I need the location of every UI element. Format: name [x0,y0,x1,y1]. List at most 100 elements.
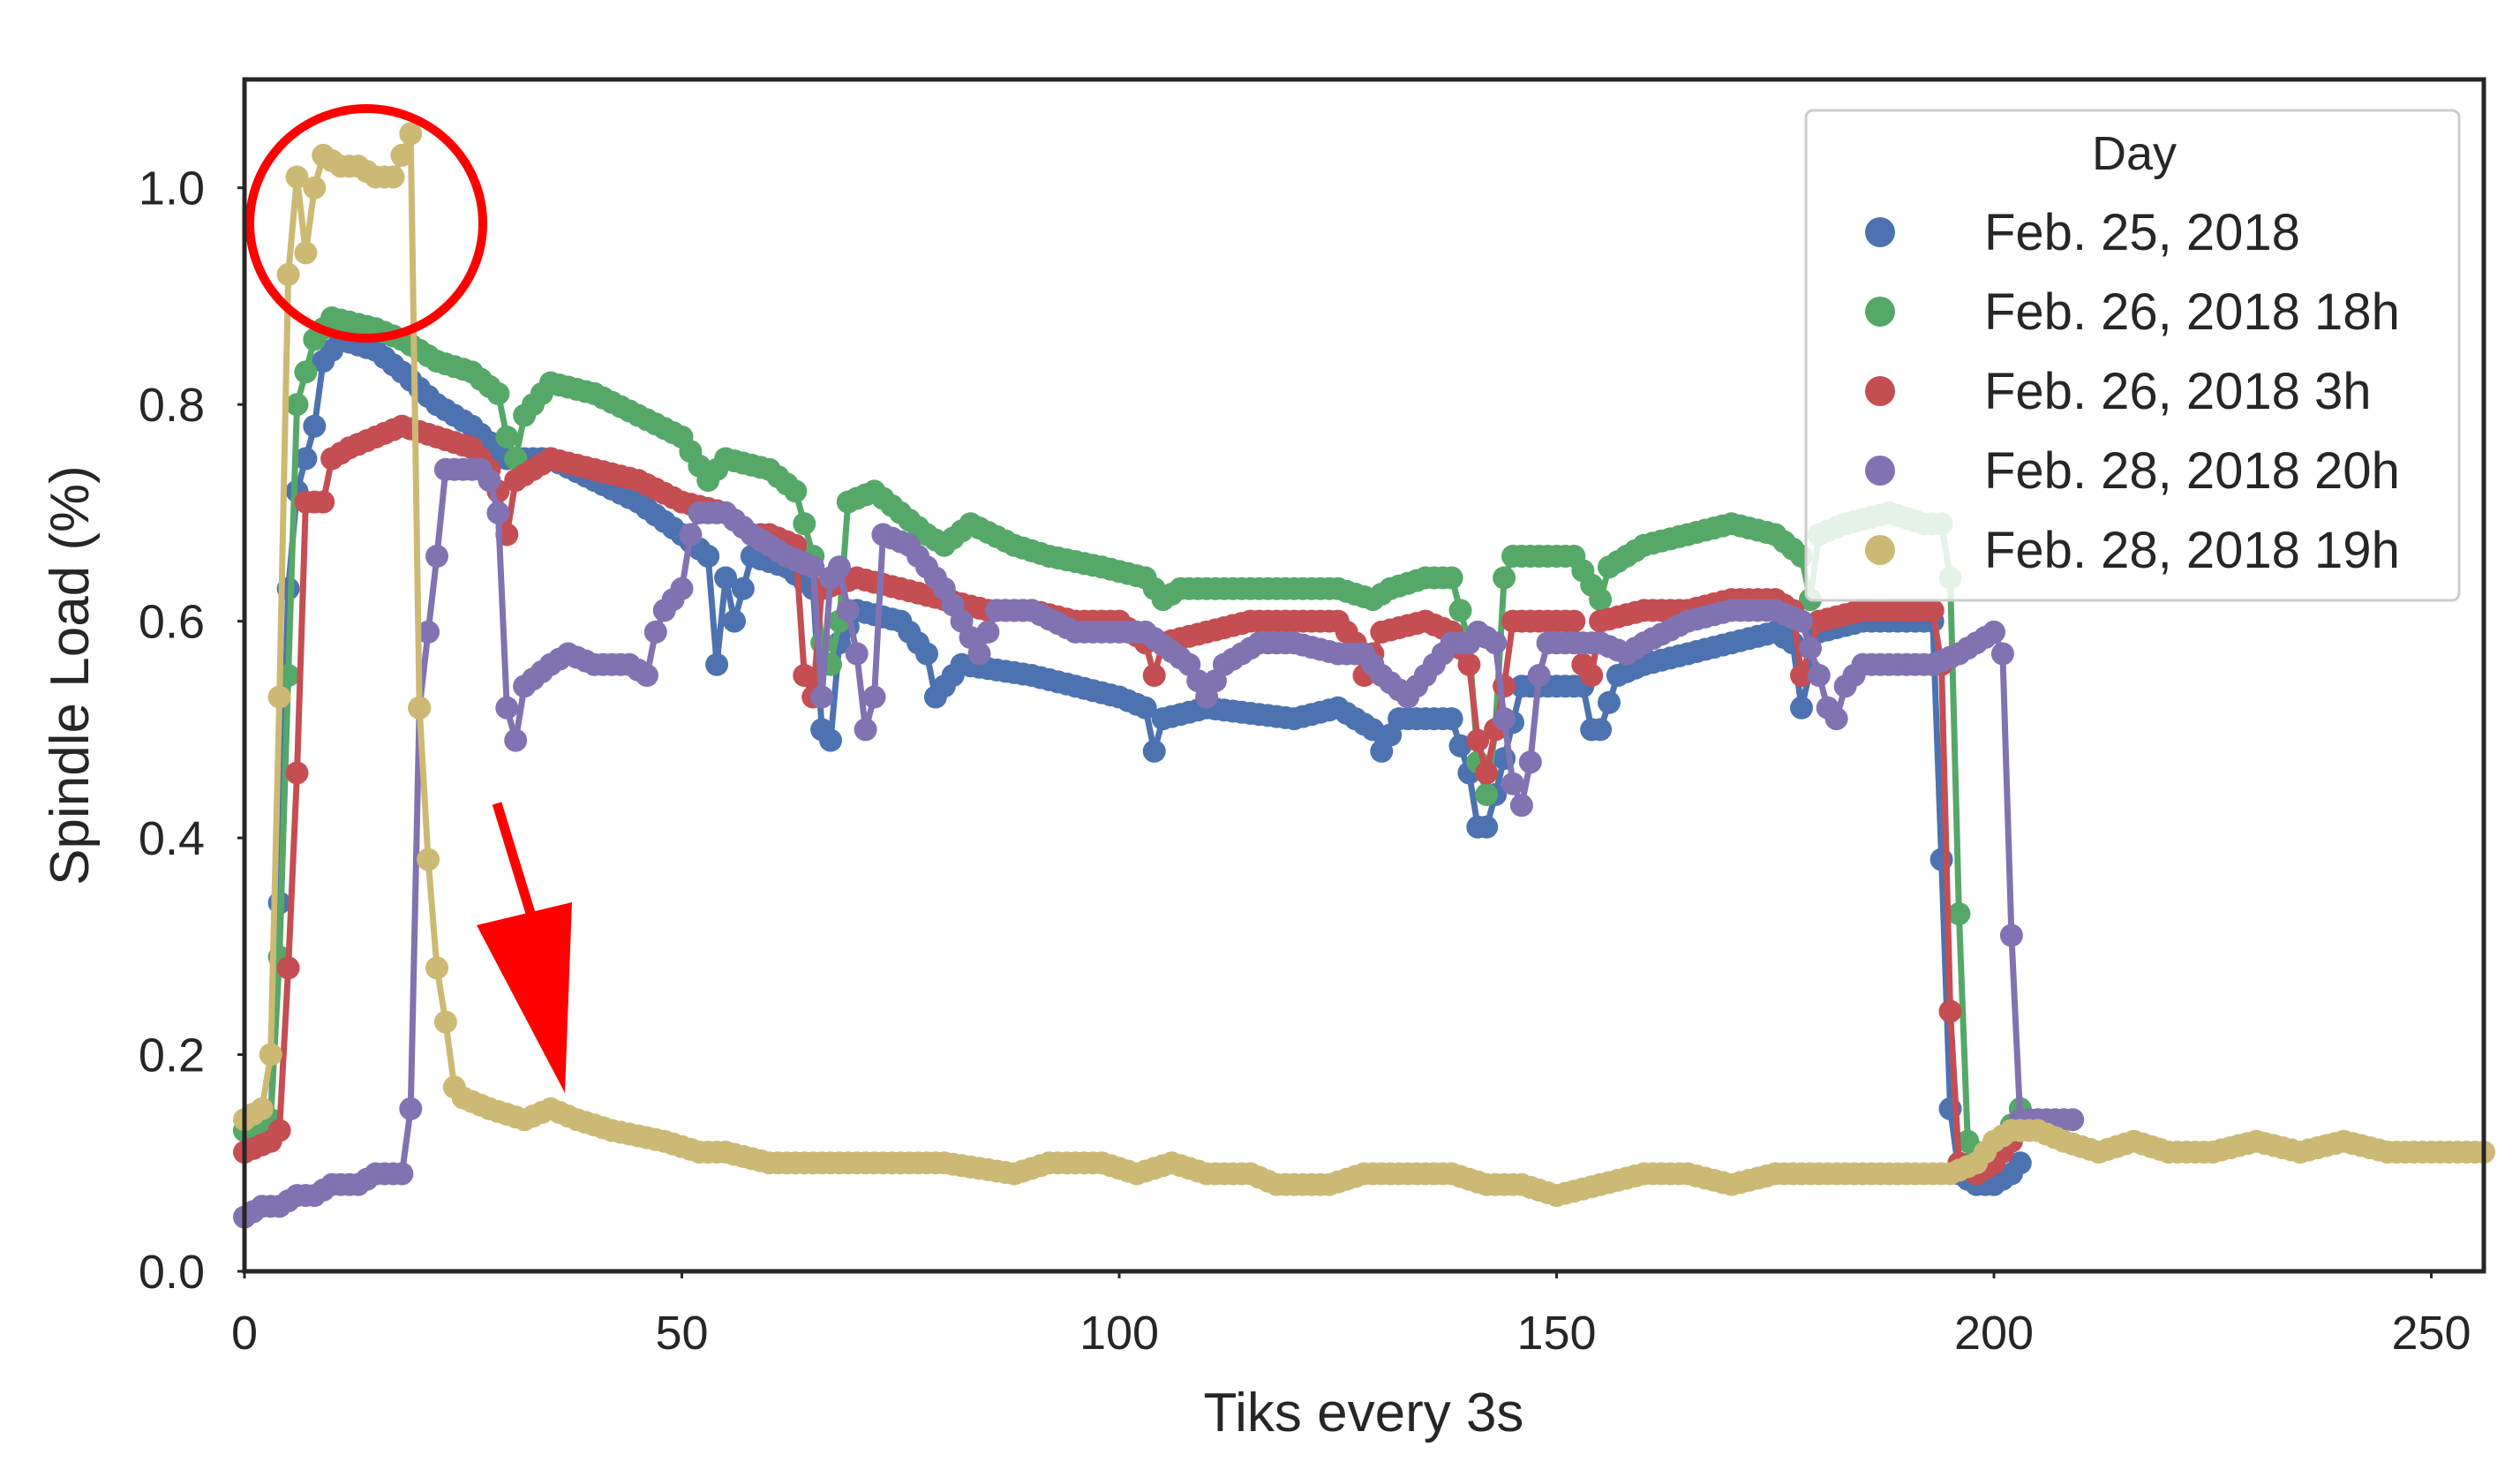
data-point [1142,664,1166,687]
data-point [1440,566,1463,590]
data-point [1562,609,1586,633]
highlight-circle [245,104,487,343]
data-point [1589,588,1613,612]
data-point [1448,734,1472,757]
legend-marker [1865,535,1895,565]
data-point [1457,652,1481,676]
legend-title: Day [2092,127,2177,180]
data-point [1527,664,1551,687]
data-point [1982,620,2005,644]
y-axis-label: Spindle Load (%) [40,465,101,885]
data-point [1518,750,1542,774]
data-point [1142,739,1166,763]
data-point [1790,609,1813,633]
y-tick-label: 1.0 [139,162,205,215]
legend-box [1804,109,2461,602]
series-1 [233,328,2032,1196]
data-point [679,523,703,546]
data-point [399,122,423,146]
data-point [294,447,318,471]
legend-label: Feb. 25, 2018 [1984,204,2300,261]
legend-marker [1865,376,1895,406]
data-point [1475,783,1499,806]
y-tick-label: 0.0 [139,1246,205,1299]
data-point [1475,815,1499,839]
data-point [433,1010,457,1034]
data-point [731,577,755,600]
annotation-layer [245,104,572,1093]
data-point [915,642,938,666]
data-point [1990,642,2014,666]
data-point [276,262,300,286]
data-point [705,652,729,676]
data-point [267,1119,291,1142]
data-point [1589,718,1613,742]
data-point [845,642,869,666]
data-point [303,414,327,438]
data-point [696,545,720,568]
data-point [643,620,667,644]
data-point [854,718,877,742]
data-point [1938,999,1962,1023]
data-point [827,555,851,579]
data-point [801,555,825,579]
legend-label: Feb. 28, 2018 20h [1984,442,2400,500]
data-point [1807,664,1831,687]
data-point [1790,664,1813,687]
data-point [1493,707,1516,731]
x-axis-label: Tiks every 3s [1204,1383,1524,1443]
data-point [408,696,432,720]
data-point [285,761,309,785]
data-point [714,566,738,590]
data-point [1790,696,1813,720]
data-point [967,642,991,666]
legend-label: Feb. 26, 2018 18h [1984,283,2400,341]
data-point [810,685,834,709]
data-point [504,728,528,752]
data-point [1466,728,1490,752]
x-tick-label: 200 [1954,1307,2034,1360]
data-point [1448,599,1472,622]
data-point [294,360,318,384]
annotation-arrow-head [477,902,572,1093]
data-point [723,609,746,633]
data-point [381,165,405,189]
data-point [793,512,816,536]
legend-items: Feb. 25, 2018 Feb. 26, 2018 18h Feb. 26, 2… [1865,204,2400,579]
data-point [819,728,842,752]
x-tick-label: 50 [655,1307,708,1360]
data-point [2008,1151,2032,1175]
data-point [976,620,1000,644]
data-point [495,426,519,448]
data-point [399,1096,423,1120]
data-point [1580,664,1604,687]
y-tick-label: 0.4 [139,812,205,865]
legend-marker [1865,217,1895,247]
data-point [267,685,291,709]
data-point [635,664,658,687]
data-point [285,165,309,189]
x-tick-label: 0 [231,1307,258,1360]
data-point [793,664,816,687]
data-point [390,143,414,167]
data-point [276,956,300,980]
legend-label: Feb. 28, 2018 19h [1984,522,2400,579]
y-tick-label: 0.2 [139,1029,205,1082]
x-tick-label: 250 [2391,1307,2471,1360]
data-point [486,381,510,405]
data-point [285,393,309,417]
data-point [1361,718,1385,742]
data-point [1484,631,1508,655]
x-tick-label: 150 [1516,1307,1596,1360]
data-point [1798,637,1822,660]
data-point [1501,772,1524,795]
data-point [417,848,440,871]
legend-label: Feb. 26, 2018 3h [1984,363,2372,420]
data-point [1598,690,1621,714]
data-point [478,469,501,493]
series-5 [233,122,2495,1208]
data-point [1475,761,1499,785]
data-point [1493,566,1516,590]
